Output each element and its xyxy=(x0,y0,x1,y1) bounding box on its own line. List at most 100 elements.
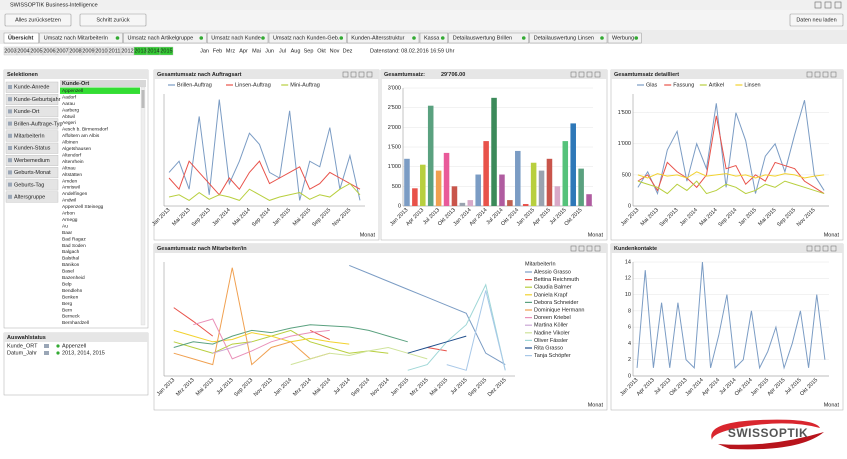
year-label[interactable]: 2013 xyxy=(134,48,146,54)
tab-label[interactable]: Umsatz nach Kunde xyxy=(211,35,261,41)
tab[interactable] xyxy=(268,32,347,44)
list-item[interactable]: Bad Ragaz xyxy=(62,236,86,242)
list-item[interactable]: Bad Soden xyxy=(62,243,86,249)
field-label[interactable]: Kunde-Geburtsjahr xyxy=(14,97,61,103)
tab[interactable] xyxy=(419,32,448,44)
list-item[interactable]: Benken xyxy=(62,294,79,300)
list-item[interactable]: Arbon xyxy=(62,211,75,217)
list-item[interactable]: Balgach xyxy=(62,249,80,255)
month-label[interactable]: Jul xyxy=(279,48,286,54)
list-item[interactable]: Berneck xyxy=(62,314,80,320)
header-icon[interactable] xyxy=(578,71,585,78)
tab-label[interactable]: Übersicht xyxy=(8,34,34,41)
month-label[interactable]: Nov xyxy=(330,48,340,54)
tab[interactable] xyxy=(347,32,420,44)
field-label[interactable]: Geburts-Monat xyxy=(14,170,51,176)
button-label[interactable]: Schritt zurück xyxy=(96,17,130,23)
list-item[interactable]: Andwil xyxy=(62,198,76,204)
header-icon[interactable] xyxy=(342,71,349,78)
list-item[interactable]: Affoltern am Albis xyxy=(62,133,100,139)
year-cell[interactable] xyxy=(159,46,174,56)
field-button[interactable] xyxy=(5,142,59,154)
header-icon[interactable] xyxy=(830,245,837,252)
list-item[interactable]: Appenzell Steinegg xyxy=(62,204,104,210)
field-button[interactable] xyxy=(5,191,59,203)
list-item[interactable]: Bazenheid xyxy=(62,275,85,281)
tab-label[interactable]: Umsatz nach MitarbeiterIn xyxy=(44,35,108,41)
window-control[interactable] xyxy=(824,1,832,9)
button-label[interactable]: Daten neu laden xyxy=(796,17,836,23)
list-item[interactable]: Aarau xyxy=(62,101,75,107)
button-label[interactable]: Alles zurücksetzen xyxy=(15,17,61,23)
list-item[interactable]: Basel xyxy=(62,269,74,275)
month-label[interactable]: Apr xyxy=(239,48,248,54)
list-item[interactable]: Baar xyxy=(62,230,73,236)
tab[interactable] xyxy=(123,32,207,44)
month-label[interactable]: Jun xyxy=(265,48,274,54)
list-item[interactable]: Au xyxy=(62,223,68,229)
list-item[interactable]: Bern xyxy=(62,307,72,313)
button[interactable] xyxy=(79,13,147,27)
year-label[interactable]: 2010 xyxy=(95,48,107,54)
list-item[interactable]: Bänikon xyxy=(62,262,80,268)
list-item[interactable]: Aegeri xyxy=(62,120,76,126)
list-item[interactable]: Altnau xyxy=(62,165,76,171)
month-label[interactable]: Mrz xyxy=(226,48,235,54)
year-label[interactable]: 2009 xyxy=(82,48,94,54)
list-item[interactable]: Arnegg xyxy=(62,217,78,223)
field-button[interactable] xyxy=(5,118,59,130)
header-icon[interactable] xyxy=(822,245,829,252)
header-icon[interactable] xyxy=(594,71,601,78)
list-item[interactable]: Bernhardzell xyxy=(62,320,89,326)
tab-label[interactable]: Kassa xyxy=(424,35,440,41)
list-item[interactable]: Aesch b. Birmensdorf xyxy=(62,127,109,133)
list-item[interactable]: Bendlehn xyxy=(62,288,83,294)
header-icon[interactable] xyxy=(814,71,821,78)
list-item[interactable]: Balsthal xyxy=(62,256,79,262)
tab-label[interactable]: Werbung xyxy=(612,35,634,41)
header-icon[interactable] xyxy=(586,245,593,252)
field-label[interactable]: Kunde-Anrede xyxy=(14,85,49,91)
header-icon[interactable] xyxy=(586,71,593,78)
month-label[interactable]: Mai xyxy=(252,48,261,54)
header-icon[interactable] xyxy=(806,245,813,252)
header-icon[interactable] xyxy=(594,245,601,252)
list-item[interactable]: Altstätten xyxy=(62,172,82,178)
list-item[interactable]: Aadorf xyxy=(62,94,77,100)
year-label[interactable]: 2007 xyxy=(56,48,68,54)
field-label[interactable]: MitarbeiterIn xyxy=(14,134,45,140)
header-icon[interactable] xyxy=(570,71,577,78)
list-item[interactable]: Albinen xyxy=(62,140,78,146)
list-item[interactable]: Belp xyxy=(62,281,72,287)
tab[interactable] xyxy=(607,32,642,44)
field-label[interactable]: Kunden-Status xyxy=(14,146,51,152)
list-item[interactable]: Abtwil xyxy=(62,114,75,120)
tab[interactable] xyxy=(448,32,529,44)
tab-label[interactable]: Detailauswertung Brillen xyxy=(453,35,512,41)
list-item[interactable]: Andelfingen xyxy=(62,191,88,197)
header-icon[interactable] xyxy=(830,71,837,78)
list-item[interactable]: Amriswil xyxy=(62,185,80,191)
year-label[interactable]: 2008 xyxy=(69,48,81,54)
tab[interactable] xyxy=(207,32,269,44)
month-label[interactable]: Sep xyxy=(304,48,314,54)
month-label[interactable]: Okt xyxy=(317,48,326,54)
button[interactable] xyxy=(4,13,72,27)
window-control[interactable] xyxy=(814,1,822,9)
list-item[interactable]: Altenrhein xyxy=(62,159,84,165)
field-button[interactable] xyxy=(5,130,59,142)
field-button[interactable] xyxy=(5,154,59,166)
year-label[interactable]: 2011 xyxy=(109,48,121,54)
field-label[interactable]: Geburts-Tag xyxy=(14,182,44,188)
year-label[interactable]: 2014 xyxy=(147,48,159,54)
window-control[interactable] xyxy=(834,1,842,9)
year-label[interactable]: 2003 xyxy=(4,48,16,54)
field-label[interactable]: Altersgruppe xyxy=(14,195,45,201)
tab-label[interactable]: Kunden-Altersstruktur xyxy=(351,35,404,41)
field-button[interactable] xyxy=(5,81,59,93)
tab[interactable] xyxy=(529,32,608,44)
field-button[interactable] xyxy=(5,179,59,191)
field-label[interactable]: Kunde-Ort xyxy=(14,109,40,115)
field-button[interactable] xyxy=(5,93,59,105)
field-button[interactable] xyxy=(5,106,59,118)
